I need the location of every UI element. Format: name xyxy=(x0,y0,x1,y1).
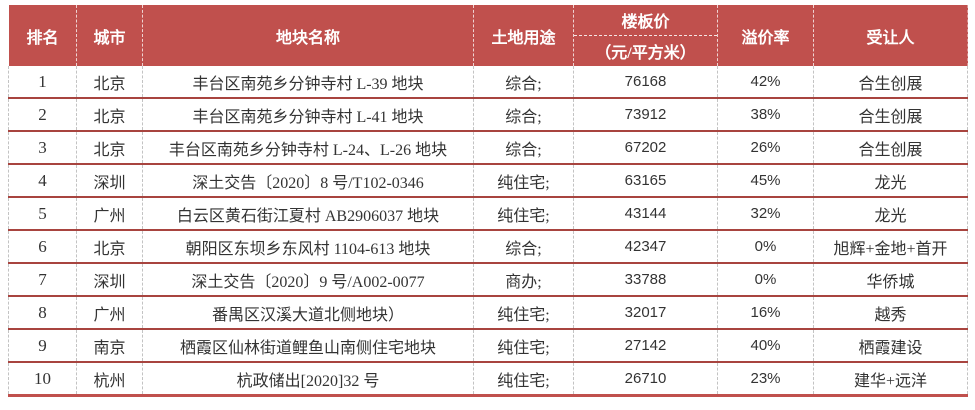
land-use-cell: 纯住宅; xyxy=(473,328,574,362)
buyer-cell: 龙光 xyxy=(813,163,968,197)
parcel-name-cell: 朝阳区东坝乡东风村 1104-613 地块 xyxy=(142,229,474,263)
land-use-cell: 综合; xyxy=(473,130,574,164)
table-row: 10 杭州 杭政储出[2020]32 号 纯住宅; 26710 23% 建华+远… xyxy=(8,361,968,397)
buyer-cell: 栖霞建设 xyxy=(813,328,968,362)
land-use-cell: 纯住宅; xyxy=(473,196,574,230)
floor-price-cell: 33788 xyxy=(573,262,718,296)
land-use-cell: 纯住宅; xyxy=(473,163,574,197)
land-use-cell: 纯住宅; xyxy=(473,295,574,329)
buyer-cell: 合生创展 xyxy=(813,130,968,164)
parcel-name-cell: 丰台区南苑乡分钟寺村 L-41 地块 xyxy=(142,97,474,131)
city-cell: 广州 xyxy=(76,295,143,329)
city-cell: 南京 xyxy=(76,328,143,362)
buyer-cell: 合生创展 xyxy=(813,66,968,98)
buyer-cell: 龙光 xyxy=(813,196,968,230)
table-row: 7 深圳 深土交告〔2020〕9 号/A002-0077 商办; 33788 0… xyxy=(8,262,968,296)
land-use-cell: 纯住宅; xyxy=(473,361,574,397)
rank-cell: 6 xyxy=(8,229,77,263)
land-use-cell: 商办; xyxy=(473,262,574,296)
parcel-name-cell: 深土交告〔2020〕8 号/T102-0346 xyxy=(142,163,474,197)
parcel-name-cell: 白云区黄石街江夏村 AB2906037 地块 xyxy=(142,196,474,230)
rank-cell: 9 xyxy=(8,328,77,362)
premium-rate-cell: 45% xyxy=(717,163,814,197)
ranking-table: 排名 城市 地块名称 土地用途 楼板价 （元/平方米） 溢价率 受让人 1 北京… xyxy=(8,5,968,397)
buyer-cell: 旭辉+金地+首开 xyxy=(813,229,968,263)
city-cell: 北京 xyxy=(76,97,143,131)
header-floor-price: 楼板价 （元/平方米） xyxy=(573,5,718,66)
city-cell: 广州 xyxy=(76,196,143,230)
parcel-name-cell: 番禺区汉溪大道北侧地块） xyxy=(142,295,474,329)
header-row: 排名 城市 地块名称 土地用途 楼板价 （元/平方米） 溢价率 受让人 xyxy=(8,5,968,66)
table-row: 5 广州 白云区黄石街江夏村 AB2906037 地块 纯住宅; 43144 3… xyxy=(8,196,968,230)
header-land-use: 土地用途 xyxy=(473,5,574,66)
rank-cell: 7 xyxy=(8,262,77,296)
land-use-cell: 综合; xyxy=(473,229,574,263)
table-row: 8 广州 番禺区汉溪大道北侧地块） 纯住宅; 32017 16% 越秀 xyxy=(8,295,968,329)
land-use-cell: 综合; xyxy=(473,97,574,131)
rank-cell: 3 xyxy=(8,130,77,164)
city-cell: 杭州 xyxy=(76,361,143,397)
parcel-name-cell: 栖霞区仙林街道鲤鱼山南侧住宅地块 xyxy=(142,328,474,362)
rank-cell: 1 xyxy=(8,66,77,98)
header-floor-price-line1: 楼板价 xyxy=(574,5,717,36)
table-row: 9 南京 栖霞区仙林街道鲤鱼山南侧住宅地块 纯住宅; 27142 40% 栖霞建… xyxy=(8,328,968,362)
header-parcel-name: 地块名称 xyxy=(142,5,474,66)
buyer-cell: 越秀 xyxy=(813,295,968,329)
buyer-cell: 建华+远洋 xyxy=(813,361,968,397)
floor-price-cell: 67202 xyxy=(573,130,718,164)
city-cell: 深圳 xyxy=(76,262,143,296)
premium-rate-cell: 0% xyxy=(717,229,814,263)
city-cell: 北京 xyxy=(76,130,143,164)
premium-rate-cell: 26% xyxy=(717,130,814,164)
table-row: 3 北京 丰台区南苑乡分钟寺村 L-24、L-26 地块 综合; 67202 2… xyxy=(8,130,968,164)
parcel-name-cell: 杭政储出[2020]32 号 xyxy=(142,361,474,397)
floor-price-cell: 42347 xyxy=(573,229,718,263)
rank-cell: 5 xyxy=(8,196,77,230)
rank-cell: 4 xyxy=(8,163,77,197)
city-cell: 深圳 xyxy=(76,163,143,197)
rank-cell: 2 xyxy=(8,97,77,131)
land-ranking-table: 排名 城市 地块名称 土地用途 楼板价 （元/平方米） 溢价率 受让人 1 北京… xyxy=(8,5,968,397)
parcel-name-cell: 丰台区南苑乡分钟寺村 L-24、L-26 地块 xyxy=(142,130,474,164)
premium-rate-cell: 0% xyxy=(717,262,814,296)
floor-price-cell: 63165 xyxy=(573,163,718,197)
parcel-name-cell: 深土交告〔2020〕9 号/A002-0077 xyxy=(142,262,474,296)
table-row: 2 北京 丰台区南苑乡分钟寺村 L-41 地块 综合; 73912 38% 合生… xyxy=(8,97,968,131)
header-rank: 排名 xyxy=(8,5,77,66)
land-use-cell: 综合; xyxy=(473,66,574,98)
header-floor-price-line2: （元/平方米） xyxy=(595,45,696,62)
city-cell: 北京 xyxy=(76,66,143,98)
premium-rate-cell: 16% xyxy=(717,295,814,329)
floor-price-cell: 26710 xyxy=(573,361,718,397)
premium-rate-cell: 38% xyxy=(717,97,814,131)
premium-rate-cell: 23% xyxy=(717,361,814,397)
premium-rate-cell: 42% xyxy=(717,66,814,98)
buyer-cell: 合生创展 xyxy=(813,97,968,131)
floor-price-cell: 32017 xyxy=(573,295,718,329)
premium-rate-cell: 32% xyxy=(717,196,814,230)
header-premium-rate: 溢价率 xyxy=(717,5,814,66)
floor-price-cell: 27142 xyxy=(573,328,718,362)
header-buyer: 受让人 xyxy=(813,5,968,66)
city-cell: 北京 xyxy=(76,229,143,263)
floor-price-cell: 43144 xyxy=(573,196,718,230)
table-row: 1 北京 丰台区南苑乡分钟寺村 L-39 地块 综合; 76168 42% 合生… xyxy=(8,66,968,98)
table-body: 1 北京 丰台区南苑乡分钟寺村 L-39 地块 综合; 76168 42% 合生… xyxy=(8,66,968,397)
premium-rate-cell: 40% xyxy=(717,328,814,362)
parcel-name-cell: 丰台区南苑乡分钟寺村 L-39 地块 xyxy=(142,66,474,98)
table-row: 4 深圳 深土交告〔2020〕8 号/T102-0346 纯住宅; 63165 … xyxy=(8,163,968,197)
header-city: 城市 xyxy=(76,5,143,66)
rank-cell: 8 xyxy=(8,295,77,329)
floor-price-cell: 76168 xyxy=(573,66,718,98)
table-header: 排名 城市 地块名称 土地用途 楼板价 （元/平方米） 溢价率 受让人 xyxy=(8,5,968,66)
buyer-cell: 华侨城 xyxy=(813,262,968,296)
rank-cell: 10 xyxy=(8,361,77,397)
floor-price-cell: 73912 xyxy=(573,97,718,131)
table-row: 6 北京 朝阳区东坝乡东风村 1104-613 地块 综合; 42347 0% … xyxy=(8,229,968,263)
